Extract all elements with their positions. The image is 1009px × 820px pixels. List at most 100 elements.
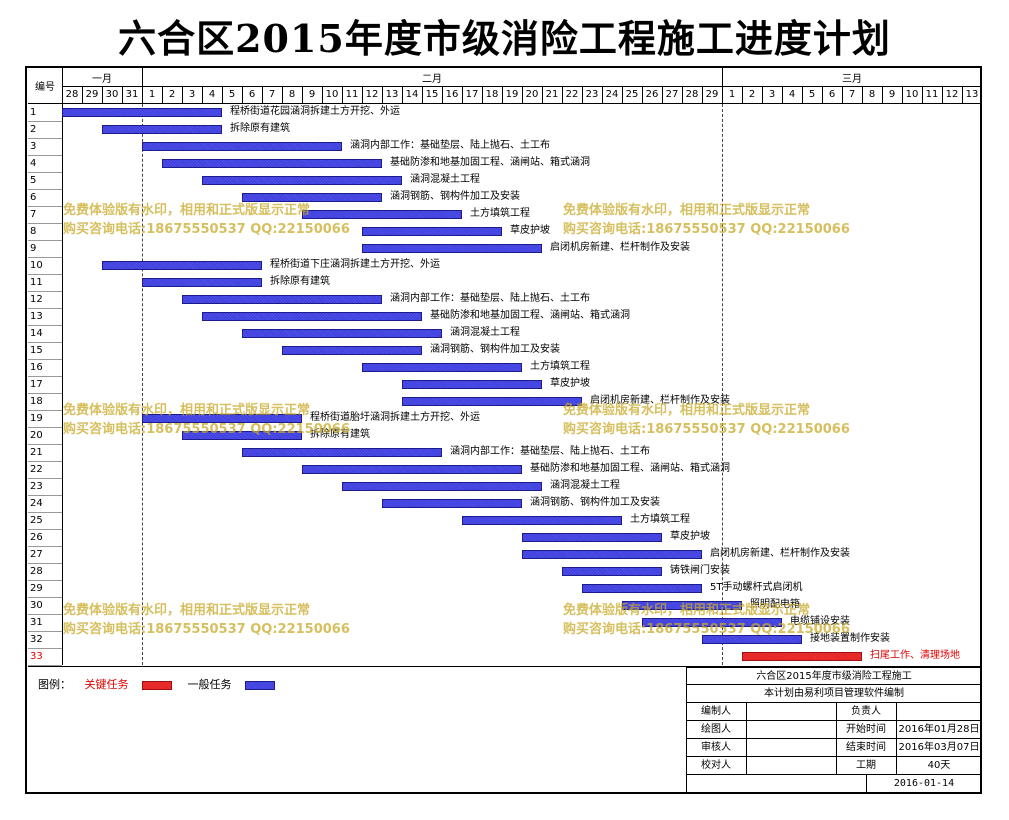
title-block-line [686, 667, 982, 668]
task-id: 7 [30, 209, 37, 220]
task-bar [202, 312, 422, 321]
task-bar [402, 397, 582, 406]
task-bar [302, 465, 522, 474]
day-label: 12 [365, 89, 379, 100]
task-label: 草皮护坡 [550, 378, 590, 389]
row-divider [28, 121, 62, 122]
day-label: 7 [848, 89, 856, 100]
day-label: 5 [228, 89, 236, 100]
day-label: 14 [405, 89, 419, 100]
task-bar [182, 295, 382, 304]
task-label: 涵洞钢筋、钢构件加工及安装 [530, 497, 660, 508]
watermark: 免费体验版有水印，相用和正式版显示正常 购买咨询电话:18675550537 QQ… [63, 403, 350, 437]
day-label: 20 [525, 89, 539, 100]
day-divider [722, 87, 723, 103]
day-divider [242, 87, 243, 103]
task-label: 启闭机房新建、栏杆制作及安装 [710, 548, 850, 559]
task-bar [282, 346, 422, 355]
day-label: 7 [268, 89, 276, 100]
day-label: 1 [148, 89, 156, 100]
task-bar [742, 652, 862, 661]
day-divider [202, 87, 203, 103]
title-block-line [686, 756, 982, 757]
day-divider [922, 87, 923, 103]
row-divider [28, 427, 62, 428]
title-block-line [686, 684, 982, 685]
day-label: 26 [645, 89, 659, 100]
day-divider [622, 87, 623, 103]
day-divider [162, 87, 163, 103]
legend-critical-label: 关键任务 [84, 678, 129, 691]
day-label: 12 [945, 89, 959, 100]
day-divider [502, 87, 503, 103]
task-id: 3 [30, 141, 37, 152]
task-id: 31 [30, 617, 43, 628]
day-divider [882, 87, 883, 103]
tb-start-label: 开始时间 [846, 724, 886, 735]
task-label: 照明配电箱 [750, 599, 800, 610]
tb-reviewer-label: 审核人 [701, 742, 731, 753]
day-divider [842, 87, 843, 103]
id-column-divider [62, 68, 63, 665]
month-boundary-dash [142, 104, 143, 665]
row-divider [28, 410, 62, 411]
day-label: 1 [728, 89, 736, 100]
title-block-line [746, 702, 747, 774]
day-label: 4 [208, 89, 216, 100]
month-label-mar: 三月 [842, 74, 862, 85]
day-label: 28 [65, 89, 79, 100]
task-bar [402, 380, 542, 389]
month-boundary-dash [722, 104, 723, 665]
task-id: 16 [30, 362, 43, 373]
day-divider [222, 87, 223, 103]
day-label: 11 [925, 89, 939, 100]
row-divider [28, 342, 62, 343]
day-divider [942, 87, 943, 103]
task-id: 15 [30, 345, 43, 356]
row-divider [28, 648, 62, 649]
task-label: 涵洞混凝土工程 [410, 174, 480, 185]
task-bar [462, 516, 622, 525]
row-divider [28, 257, 62, 258]
task-bar [142, 142, 342, 151]
day-label: 25 [625, 89, 639, 100]
task-id: 19 [30, 413, 43, 424]
day-label: 3 [188, 89, 196, 100]
row-divider [28, 631, 62, 632]
day-divider [682, 87, 683, 103]
task-id: 14 [30, 328, 43, 339]
day-divider [542, 87, 543, 103]
task-bar [702, 635, 802, 644]
day-label: 29 [85, 89, 99, 100]
day-label: 11 [345, 89, 359, 100]
tb-duration-value: 40天 [927, 760, 951, 771]
day-label: 23 [585, 89, 599, 100]
row-divider [28, 512, 62, 513]
task-bar [582, 584, 702, 593]
day-divider [702, 87, 703, 103]
day-label: 19 [505, 89, 519, 100]
task-label: 涵洞内部工作：基础垫层、陆上抛石、土工布 [390, 293, 590, 304]
task-id: 17 [30, 379, 43, 390]
title-block-line [686, 738, 982, 739]
row-divider [28, 155, 62, 156]
watermark: 免费体验版有水印，相用和正式版显示正常 购买咨询电话:18675550537 QQ… [563, 603, 850, 637]
task-id: 11 [30, 277, 43, 288]
day-label: 2 [168, 89, 176, 100]
task-id: 32 [30, 634, 43, 645]
row-divider [28, 325, 62, 326]
task-label: 草皮护坡 [510, 225, 550, 236]
task-id: 6 [30, 192, 37, 203]
task-id: 33 [30, 651, 43, 662]
row-divider [28, 478, 62, 479]
task-id: 18 [30, 396, 43, 407]
tb-compiler-label: 编制人 [701, 706, 731, 717]
row-divider [28, 495, 62, 496]
day-divider [102, 87, 103, 103]
task-label: 涵洞混凝土工程 [550, 480, 620, 491]
month-label-feb: 二月 [422, 74, 442, 85]
task-id: 1 [30, 107, 37, 118]
task-bar [162, 159, 382, 168]
day-label: 31 [125, 89, 139, 100]
